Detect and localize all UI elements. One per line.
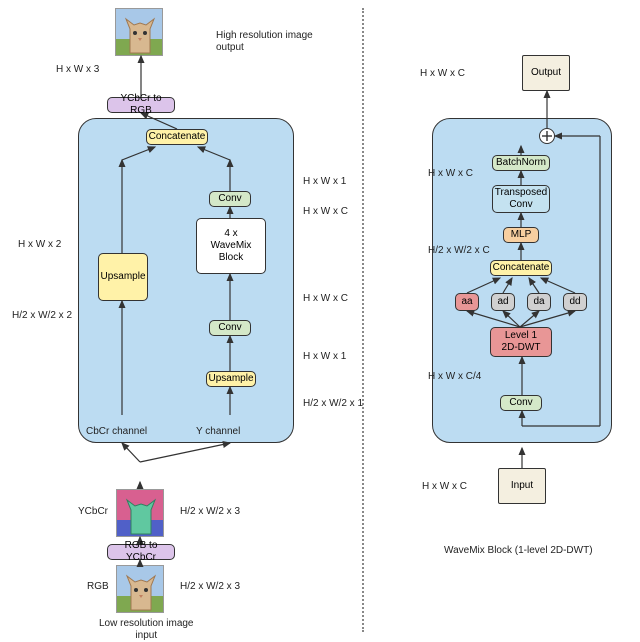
right-mlp: MLP [503, 227, 539, 243]
right-da: da [527, 293, 551, 311]
left-label-rgb_txt: RGB [87, 581, 109, 593]
left-label-hwxc_a: H x W x C [303, 206, 348, 218]
right-label-hwxc_a: H x W x C [428, 168, 473, 180]
left-label-h2w2x2: H/2 x W/2 x 2 [12, 310, 72, 322]
low-res-image-icon [116, 565, 164, 613]
left-label-ych: Y channel [196, 426, 240, 438]
right-label-hwxc4: H x W x C/4 [428, 371, 481, 383]
left-conv_top: Conv [209, 191, 251, 207]
left-label-cbcr: CbCr channel [86, 426, 147, 438]
ycbcr-image-icon [116, 489, 164, 537]
left-label-h2w2x3_b: H/2 x W/2 x 3 [180, 581, 240, 593]
right-dwt: Level 1 2D-DWT [490, 327, 552, 357]
right-tconv: Transposed Conv [492, 185, 550, 213]
left-rgb_to_ycbcr: RGB to YCbCr [107, 544, 175, 560]
right-label-h2w2xc: H/2 x W/2 x C [428, 245, 490, 257]
left-label-h2w2x1: H/2 x W/2 x 1 [303, 398, 363, 410]
left-label-hwx2: H x W x 2 [18, 239, 61, 251]
right-input: Input [498, 468, 546, 504]
left-label-hwx1_b: H x W x 1 [303, 351, 346, 363]
right-conv: Conv [500, 395, 542, 411]
left-label-ycbcr_txt: YCbCr [78, 506, 108, 518]
right-plus [539, 128, 555, 144]
right-output: Output [522, 55, 570, 91]
right-ad: ad [491, 293, 515, 311]
section-divider [362, 8, 364, 632]
right-label-caption: WaveMix Block (1-level 2D-DWT) [444, 545, 593, 557]
left-label-hwx3_top: H x W x 3 [56, 64, 99, 76]
right-label-hwxc_in: H x W x C [422, 481, 467, 493]
left-label-hwx1_a: H x W x 1 [303, 176, 346, 188]
left-label-hwxc_b: H x W x C [303, 293, 348, 305]
right-concat: Concatenate [490, 260, 552, 276]
left-label-hr_out: High resolution image output [216, 30, 313, 54]
right-label-hwxc_out: H x W x C [420, 68, 465, 80]
right-dd: dd [563, 293, 587, 311]
left-upsample_l: Upsample [98, 253, 148, 301]
left-conv_bot: Conv [209, 320, 251, 336]
left-upsample_r: Upsample [206, 371, 256, 387]
high-res-image-icon [115, 8, 163, 56]
right-aa: aa [455, 293, 479, 311]
left-wavemix: 4 x WaveMix Block [196, 218, 266, 274]
left-concat: Concatenate [146, 129, 208, 145]
left-label-h2w2x3_a: H/2 x W/2 x 3 [180, 506, 240, 518]
right-batchnorm: BatchNorm [492, 155, 550, 171]
left-ycbcr_to_rgb: YCbCr to RGB [107, 97, 175, 113]
left-label-lr_in: Low resolution image input [99, 618, 194, 642]
